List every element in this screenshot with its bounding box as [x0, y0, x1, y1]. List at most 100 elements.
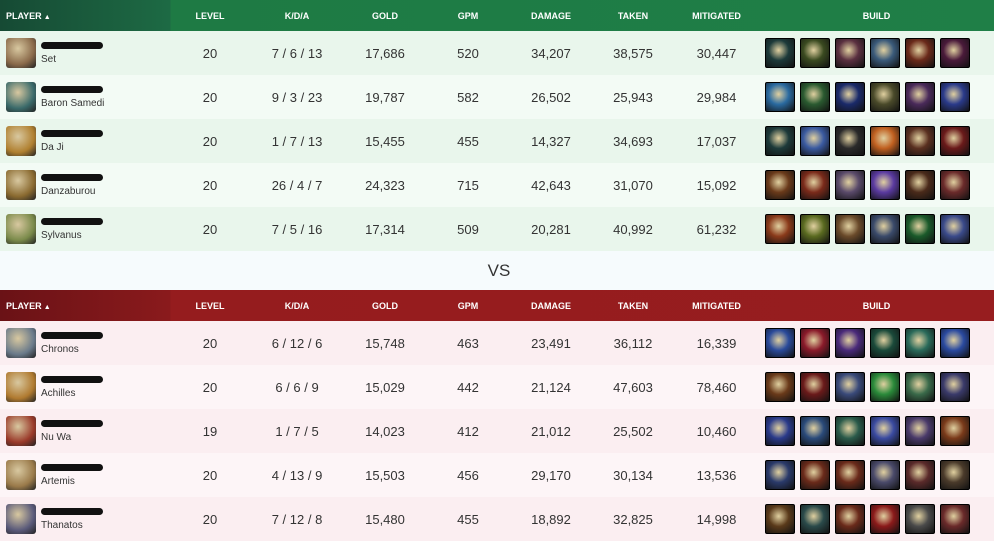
- mitigated-cell: 17,037: [696, 133, 737, 149]
- god-portrait-icon[interactable]: [6, 126, 36, 156]
- build-item-icon[interactable]: [835, 416, 865, 446]
- build-item-icon[interactable]: [870, 372, 900, 402]
- god-portrait-icon[interactable]: [6, 372, 36, 402]
- build-item-icon[interactable]: [765, 126, 795, 156]
- player-cell: Da Ji: [0, 126, 170, 156]
- build-item-icon[interactable]: [765, 38, 795, 68]
- build-item-icon[interactable]: [940, 372, 970, 402]
- build-item-icon[interactable]: [765, 372, 795, 402]
- kda-column-header[interactable]: K/D/A: [284, 300, 310, 311]
- table-row[interactable]: Danzaburou 20 26 / 4 / 7 24,323 715 42,643 31,…: [0, 163, 994, 207]
- build-item-icon[interactable]: [870, 38, 900, 68]
- gpm-column-header[interactable]: GPM: [457, 300, 479, 311]
- table-row[interactable]: Da Ji 20 1 / 7 / 13 15,455 455 14,327 34,693 17…: [0, 119, 994, 163]
- build-item-icon[interactable]: [800, 372, 830, 402]
- build-item-icon[interactable]: [870, 170, 900, 200]
- god-portrait-icon[interactable]: [6, 416, 36, 446]
- build-item-icon[interactable]: [765, 214, 795, 244]
- build-item-icon[interactable]: [765, 170, 795, 200]
- gold-column-header[interactable]: GOLD: [372, 10, 398, 21]
- table-row[interactable]: Set 20 7 / 6 / 13 17,686 520 34,207 38,575 30,4…: [0, 31, 994, 75]
- build-item-icon[interactable]: [905, 82, 935, 112]
- build-item-icon[interactable]: [765, 416, 795, 446]
- build-item-icon[interactable]: [870, 328, 900, 358]
- build-item-icon[interactable]: [835, 504, 865, 534]
- build-item-icon[interactable]: [800, 416, 830, 446]
- gold-column-header[interactable]: GOLD: [372, 300, 398, 311]
- god-portrait-icon[interactable]: [6, 328, 36, 358]
- god-portrait-icon[interactable]: [6, 460, 36, 490]
- build-item-icon[interactable]: [940, 328, 970, 358]
- table-row[interactable]: Achilles 20 6 / 6 / 9 15,029 442 21,124 47,603…: [0, 365, 994, 409]
- damage-column-header[interactable]: DAMAGE: [531, 300, 571, 311]
- build-item-icon[interactable]: [800, 38, 830, 68]
- build-item-icon[interactable]: [835, 126, 865, 156]
- build-item-icon[interactable]: [905, 126, 935, 156]
- build-item-icon[interactable]: [940, 170, 970, 200]
- taken-column-header[interactable]: TAKEN: [617, 10, 649, 21]
- build-item-icon[interactable]: [905, 504, 935, 534]
- god-portrait-icon[interactable]: [6, 214, 36, 244]
- level-column-header[interactable]: LEVEL: [195, 300, 225, 311]
- table-row[interactable]: Sylvanus 20 7 / 5 / 16 17,314 509 20,281 40,99…: [0, 207, 994, 251]
- table-row[interactable]: Chronos 20 6 / 12 / 6 15,748 463 23,491 36,112…: [0, 321, 994, 365]
- build-item-icon[interactable]: [870, 416, 900, 446]
- player-column-header[interactable]: PLAYER ▲: [6, 10, 51, 21]
- table-row[interactable]: Nu Wa 19 1 / 7 / 5 14,023 412 21,012 25,502 10,…: [0, 409, 994, 453]
- table-row[interactable]: Thanatos 20 7 / 12 / 8 15,480 455 18,892 32,82…: [0, 497, 994, 541]
- mitigated-column-header[interactable]: MITIGATED: [692, 300, 741, 311]
- build-item-icon[interactable]: [835, 460, 865, 490]
- build-item-icon[interactable]: [940, 460, 970, 490]
- build-item-icon[interactable]: [905, 214, 935, 244]
- build-item-icon[interactable]: [870, 82, 900, 112]
- build-item-icon[interactable]: [765, 82, 795, 112]
- gpm-column-header[interactable]: GPM: [457, 10, 479, 21]
- table-row[interactable]: Baron Samedi 20 9 / 3 / 23 19,787 582 26,502 2…: [0, 75, 994, 119]
- god-portrait-icon[interactable]: [6, 170, 36, 200]
- build-item-icon[interactable]: [800, 214, 830, 244]
- build-item-icon[interactable]: [905, 38, 935, 68]
- build-item-icon[interactable]: [800, 504, 830, 534]
- kda-cell: 4 / 13 / 9: [271, 467, 323, 483]
- damage-column-header[interactable]: DAMAGE: [531, 10, 571, 21]
- build-item-icon[interactable]: [800, 460, 830, 490]
- build-item-icon[interactable]: [800, 126, 830, 156]
- build-item-icon[interactable]: [835, 82, 865, 112]
- build-item-icon[interactable]: [765, 328, 795, 358]
- build-item-icon[interactable]: [905, 416, 935, 446]
- build-item-icon[interactable]: [940, 416, 970, 446]
- build-item-icon[interactable]: [870, 214, 900, 244]
- build-item-icon[interactable]: [765, 504, 795, 534]
- build-item-icon[interactable]: [765, 460, 795, 490]
- build-item-icon[interactable]: [835, 372, 865, 402]
- build-item-icon[interactable]: [870, 460, 900, 490]
- build-item-icon[interactable]: [905, 460, 935, 490]
- taken-column-header[interactable]: TAKEN: [617, 300, 649, 311]
- level-column-header[interactable]: LEVEL: [195, 10, 225, 21]
- build-item-icon[interactable]: [870, 504, 900, 534]
- mitigated-column-header[interactable]: MITIGATED: [692, 10, 741, 21]
- build-item-icon[interactable]: [905, 328, 935, 358]
- build-item-icon[interactable]: [835, 170, 865, 200]
- build-item-icon[interactable]: [940, 126, 970, 156]
- build-item-icon[interactable]: [905, 170, 935, 200]
- build-item-icon[interactable]: [835, 38, 865, 68]
- kda-column-header[interactable]: K/D/A: [284, 10, 310, 21]
- build-item-icon[interactable]: [800, 82, 830, 112]
- table-row[interactable]: Artemis 20 4 / 13 / 9 15,503 456 29,170 30,134…: [0, 453, 994, 497]
- build-item-icon[interactable]: [940, 82, 970, 112]
- build-item-icon[interactable]: [800, 170, 830, 200]
- build-item-icon[interactable]: [800, 328, 830, 358]
- build-item-icon[interactable]: [940, 214, 970, 244]
- god-portrait-icon[interactable]: [6, 38, 36, 68]
- build-item-icon[interactable]: [940, 38, 970, 68]
- build-item-icon[interactable]: [870, 126, 900, 156]
- god-portrait-icon[interactable]: [6, 504, 36, 534]
- build-item-icon[interactable]: [835, 214, 865, 244]
- build-item-icon[interactable]: [835, 328, 865, 358]
- build-item-icon[interactable]: [940, 504, 970, 534]
- player-column-header[interactable]: PLAYER ▲: [6, 300, 51, 311]
- build-item-icon[interactable]: [905, 372, 935, 402]
- god-portrait-icon[interactable]: [6, 82, 36, 112]
- kda-cell: 1 / 7 / 13: [271, 133, 323, 149]
